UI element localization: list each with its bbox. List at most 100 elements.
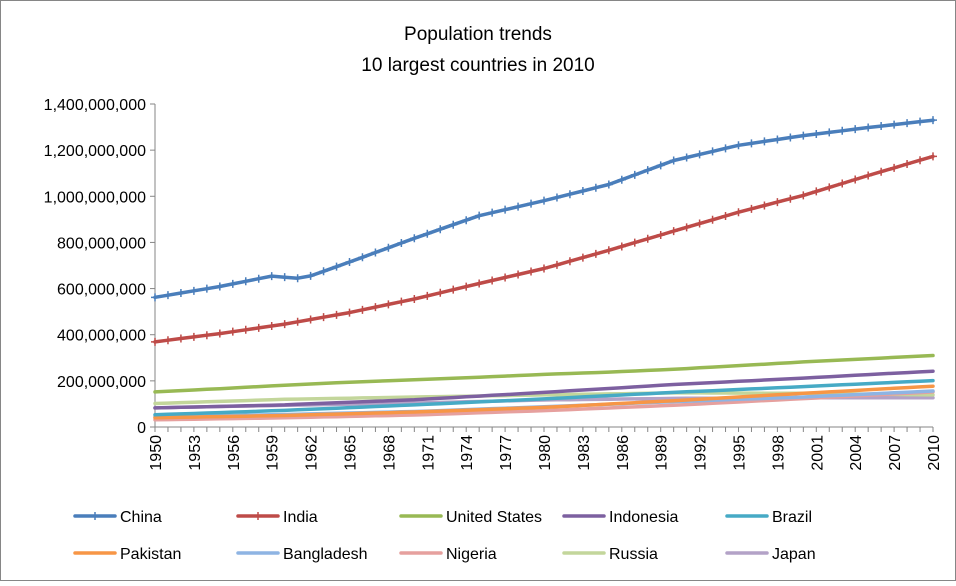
data-point-india [708, 215, 717, 224]
x-tick-label: 1992 [693, 435, 710, 471]
series-line-brazil [153, 378, 935, 417]
data-point-china [721, 144, 730, 153]
data-point-india [267, 321, 276, 330]
data-point-china [384, 243, 393, 252]
data-point-india [773, 198, 782, 207]
data-point-china [903, 119, 912, 128]
data-point-china [747, 139, 756, 148]
y-tick-label: 600,000,000 [57, 282, 146, 299]
data-point-china [695, 150, 704, 159]
y-tick-label: 400,000,000 [57, 328, 146, 345]
legend-item-brazil: Brazil [725, 509, 812, 526]
data-point-china [540, 196, 548, 205]
data-point-china [358, 253, 367, 262]
data-point-india [488, 276, 497, 285]
data-point-china [280, 273, 289, 282]
legend-label-brazil: Brazil [772, 509, 812, 526]
data-point-china [462, 216, 471, 225]
data-point-china [189, 286, 198, 295]
data-point-china [410, 234, 419, 243]
legend-marker-india [254, 512, 262, 520]
data-point-india [903, 160, 912, 169]
data-point-india [202, 331, 211, 340]
series-pakistan [153, 384, 935, 420]
legend-label-united-states: United States [446, 509, 542, 526]
data-point-china [514, 202, 523, 211]
data-point-india [540, 264, 548, 273]
data-point-china [643, 166, 652, 175]
x-tick-label: 1998 [770, 435, 787, 471]
data-point-china [773, 135, 782, 144]
data-point-india [319, 313, 328, 322]
data-point-china [319, 267, 328, 276]
data-point-china [423, 229, 432, 238]
data-point-india [527, 267, 536, 276]
data-point-china [630, 170, 639, 179]
legend-marker-china [91, 512, 99, 520]
legend-item-russia: Russia [562, 546, 658, 563]
data-point-india [877, 167, 886, 176]
x-tick-label: 1962 [304, 435, 321, 471]
data-point-india [514, 270, 523, 279]
data-point-china [176, 289, 185, 298]
y-tick-label: 1,400,000,000 [44, 97, 146, 114]
legend-item-india: India [236, 509, 318, 526]
data-point-china [228, 279, 237, 288]
data-point-china [345, 258, 354, 267]
data-point-india [812, 187, 821, 196]
data-point-china [682, 153, 691, 162]
data-point-india [449, 285, 458, 294]
data-point-india [423, 291, 432, 300]
x-tick-label: 1977 [498, 435, 515, 471]
data-point-india [552, 260, 561, 269]
data-point-india [851, 175, 860, 184]
data-point-india [838, 179, 847, 188]
data-point-china [578, 186, 587, 195]
data-point-china [475, 211, 484, 220]
data-point-india [929, 152, 937, 161]
data-point-india [371, 303, 380, 312]
data-point-india [228, 327, 237, 336]
data-point-india [578, 253, 587, 262]
series-line-indonesia [153, 369, 935, 410]
x-tick-label: 1974 [459, 435, 476, 471]
data-point-india [630, 238, 639, 247]
x-tick-label: 1980 [537, 435, 554, 471]
data-point-india [293, 317, 302, 326]
data-point-china [397, 239, 406, 248]
data-point-india [254, 323, 263, 332]
legend-item-indonesia: Indonesia [562, 509, 678, 526]
x-tick-label: 1965 [343, 435, 360, 471]
data-point-india [656, 230, 665, 239]
data-point-india [215, 329, 224, 338]
x-tick-label: 1986 [615, 435, 632, 471]
legend-label-nigeria: Nigeria [446, 546, 497, 563]
x-tick-label: 2004 [848, 435, 865, 471]
legend: China India United States Indonesia Brazil Pa… [73, 509, 816, 563]
data-point-china [241, 277, 250, 286]
data-point-china [436, 225, 445, 234]
data-point-china [929, 116, 937, 125]
x-tick-label: 1983 [576, 435, 593, 471]
data-point-china [488, 208, 497, 217]
data-point-china [916, 117, 925, 126]
data-point-china [656, 161, 665, 170]
data-point-india [825, 183, 834, 192]
x-tick-label: 1953 [187, 435, 204, 471]
data-point-india [760, 201, 769, 210]
data-point-india [306, 315, 315, 324]
data-point-india [332, 310, 341, 319]
data-point-china [202, 284, 211, 293]
x-tick-label: 1959 [265, 435, 282, 471]
legend-item-bangladesh: Bangladesh [236, 546, 368, 563]
legend-label-pakistan: Pakistan [120, 546, 181, 563]
data-point-india [384, 300, 393, 309]
data-point-india [163, 336, 172, 345]
legend-label-russia: Russia [609, 546, 658, 563]
data-point-china [799, 131, 808, 140]
legend-item-japan: Japan [725, 546, 816, 563]
legend-item-china: China [73, 509, 162, 526]
